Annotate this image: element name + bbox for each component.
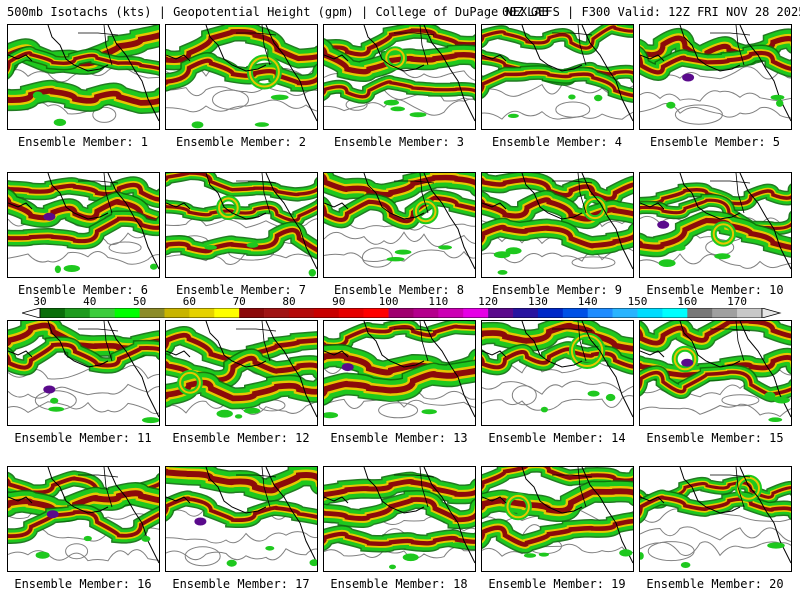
colorbar-tick-label: 50	[132, 295, 147, 308]
ensemble-member-map	[323, 24, 476, 130]
colorbar-tick-label: 130	[527, 295, 548, 308]
ensemble-member-map	[7, 24, 160, 130]
ensemble-member-label: Ensemble Member: 2	[175, 135, 307, 149]
ensemble-member-map	[165, 466, 318, 572]
colorbar-tick-label: 90	[332, 295, 346, 308]
colorbar-tick-label: 150	[627, 295, 648, 308]
ensemble-member-map	[165, 24, 318, 130]
ensemble-member-map	[7, 172, 160, 278]
ensemble-member-label: Ensemble Member: 1	[17, 135, 149, 149]
ensemble-member-map	[323, 320, 476, 426]
ensemble-member-label: Ensemble Member: 13	[330, 431, 468, 445]
ensemble-member-map	[639, 24, 792, 130]
ensemble-member-map	[481, 320, 634, 426]
colorbar-tick-label: 60	[182, 295, 197, 308]
ensemble-member-label: Ensemble Member: 20	[646, 577, 784, 591]
map-title: 500mb Isotachs (kts) | Geopotential Heig…	[7, 5, 549, 19]
ensemble-member-map	[481, 24, 634, 130]
ensemble-member-label: Ensemble Member: 8	[333, 283, 465, 297]
ensemble-member-label: Ensemble Member: 10	[646, 283, 784, 297]
isotach-colorbar: 30 40 50 60 70 80 90 100 110 120 130 140 150 160 170	[22, 296, 782, 320]
ensemble-member-label: Ensemble Member: 4	[491, 135, 623, 149]
ensemble-member-label: Ensemble Member: 14	[488, 431, 626, 445]
ensemble-member-map	[639, 172, 792, 278]
colorbar-tick-label: 170	[727, 295, 748, 308]
colorbar-tick-label: 70	[232, 295, 246, 308]
colorbar-tick-label: 30	[33, 295, 47, 308]
ensemble-member-map	[7, 466, 160, 572]
colorbar-swatches	[22, 308, 782, 318]
ensemble-member-label: Ensemble Member: 11	[14, 431, 152, 445]
ensemble-member-map	[165, 172, 318, 278]
colorbar-tick-label: 160	[677, 295, 698, 308]
colorbar-tick-label: 110	[428, 295, 449, 308]
ensemble-member-map	[639, 320, 792, 426]
model-run-info: 00Z GEFS | F300 Valid: 12Z FRI NOV 28 20…	[502, 5, 800, 19]
ensemble-member-map	[7, 320, 160, 426]
ensemble-member-label: Ensemble Member: 6	[17, 283, 149, 297]
colorbar-tick-label: 80	[282, 295, 296, 308]
colorbar-tick-label: 120	[478, 295, 499, 308]
ensemble-member-label: Ensemble Member: 12	[172, 431, 310, 445]
ensemble-member-label: Ensemble Member: 15	[646, 431, 784, 445]
map-header: 500mb Isotachs (kts) | Geopotential Heig…	[0, 0, 800, 24]
ensemble-member-label: Ensemble Member: 7	[175, 283, 307, 297]
ensemble-member-label: Ensemble Member: 16	[14, 577, 152, 591]
ensemble-member-map	[165, 320, 318, 426]
ensemble-member-label: Ensemble Member: 3	[333, 135, 465, 149]
ensemble-member-map	[639, 466, 792, 572]
ensemble-member-label: Ensemble Member: 19	[488, 577, 626, 591]
ensemble-member-label: Ensemble Member: 18	[330, 577, 468, 591]
colorbar-tick-label: 40	[83, 295, 97, 308]
colorbar-tick-label: 100	[378, 295, 399, 308]
ensemble-member-map	[323, 466, 476, 572]
ensemble-member-label: Ensemble Member: 17	[172, 577, 310, 591]
ensemble-member-map	[481, 172, 634, 278]
ensemble-member-map	[323, 172, 476, 278]
ensemble-member-map	[481, 466, 634, 572]
ensemble-member-label: Ensemble Member: 5	[649, 135, 781, 149]
ensemble-member-label: Ensemble Member: 9	[491, 283, 623, 297]
colorbar-tick-label: 140	[577, 295, 598, 308]
